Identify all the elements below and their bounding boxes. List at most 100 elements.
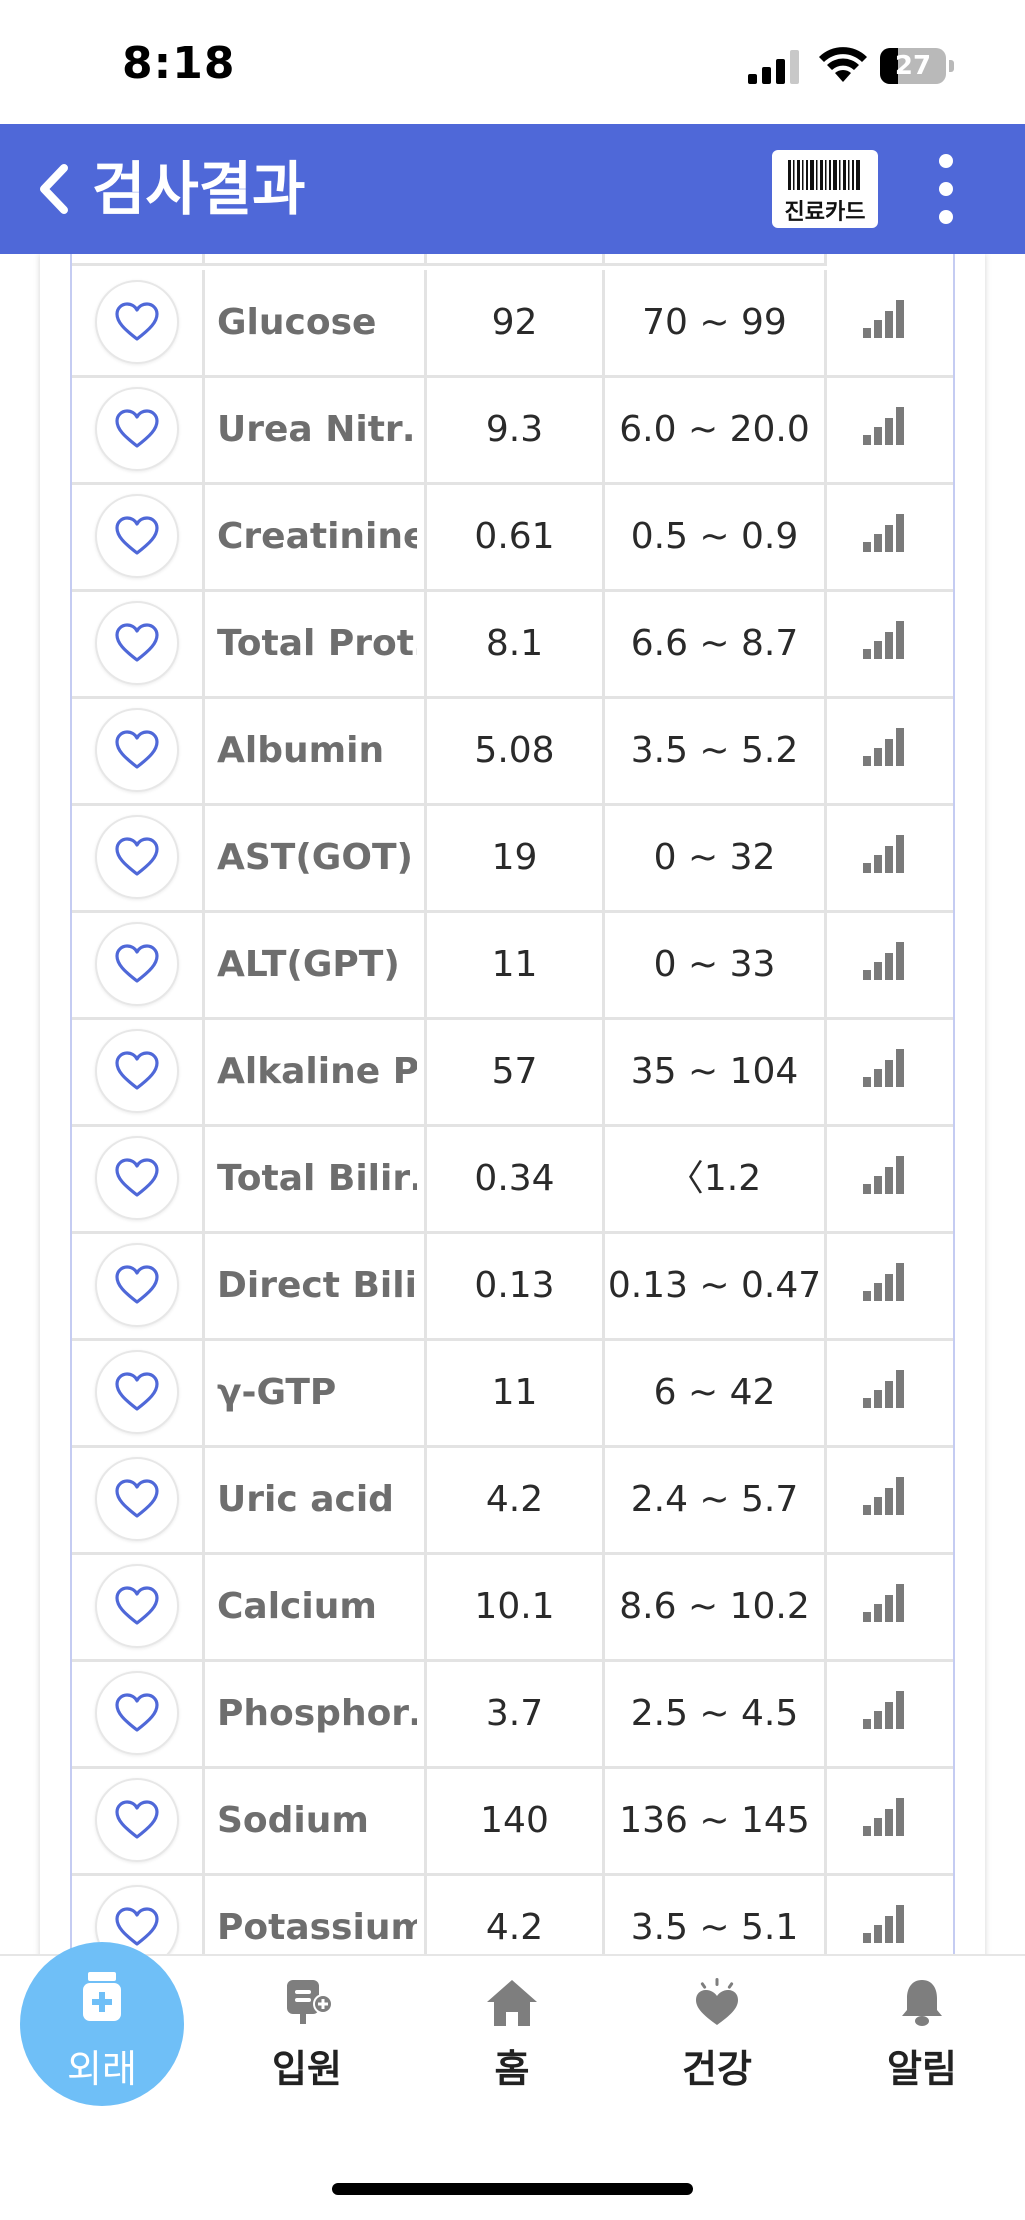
heart-icon (115, 837, 159, 876)
trend-graph-button[interactable] (863, 514, 905, 552)
heart-icon (115, 1907, 159, 1946)
nav-alerts-label: 알림 (887, 2047, 957, 2091)
favorite-button[interactable] (95, 494, 179, 578)
trend-graph-button[interactable] (863, 728, 905, 766)
trend-graph-button[interactable] (863, 1477, 905, 1515)
favorite-button[interactable] (95, 815, 179, 899)
result-row: Urea Nitr… 9.3 6.0 ~ 20.0 (70, 377, 956, 485)
battery-percent: 27 (894, 51, 932, 81)
test-name: AST(GOT) (217, 837, 413, 878)
heart-icon (115, 944, 159, 983)
trend-graph-button[interactable] (863, 1584, 905, 1622)
test-name: γ-GTP (217, 1372, 337, 1413)
back-button[interactable] (30, 154, 80, 224)
battery-icon: 27 (880, 48, 956, 84)
bell-icon (902, 1980, 942, 2026)
test-name: Uric acid (217, 1479, 394, 1520)
trend-graph-button[interactable] (863, 835, 905, 873)
nav-alerts[interactable]: 알림 (847, 1956, 997, 2116)
trend-graph-button[interactable] (863, 300, 905, 338)
result-row: Uric acid 4.2 2.4 ~ 5.7 (70, 1447, 956, 1555)
test-name: Sodium (217, 1800, 369, 1841)
test-value: 8.1 (485, 623, 544, 664)
more-dot-icon (939, 182, 953, 196)
test-name: Total Bilir… (217, 1158, 417, 1199)
test-name: ALT(GPT) (217, 944, 400, 985)
test-name: Albumin (217, 730, 385, 771)
result-row: Creatinine 0.61 0.5 ~ 0.9 (70, 484, 956, 592)
trend-graph-button[interactable] (863, 621, 905, 659)
heart-icon (115, 1372, 159, 1411)
reference-range: 0 ~ 33 (653, 944, 776, 985)
test-value: 5.08 (474, 730, 555, 771)
status-bar: 8:18 27 (0, 0, 1025, 124)
favorite-button[interactable] (95, 1564, 179, 1648)
reference-range: 0.5 ~ 0.9 (630, 516, 799, 557)
test-name: Direct Bili… (217, 1265, 417, 1306)
heart-icon (115, 1586, 159, 1625)
page-title: 검사결과 (92, 155, 306, 223)
reference-range: 6.0 ~ 20.0 (619, 409, 810, 450)
health-heart-icon (696, 1978, 738, 2025)
heart-icon (115, 516, 159, 555)
trend-graph-button[interactable] (863, 1049, 905, 1087)
favorite-button[interactable] (95, 1029, 179, 1113)
favorite-button[interactable] (95, 1350, 179, 1434)
trend-graph-button[interactable] (863, 407, 905, 445)
nav-home[interactable]: 홈 (437, 1956, 587, 2116)
test-value: 4.2 (485, 1479, 544, 1520)
more-options-button[interactable] (926, 154, 966, 226)
heart-icon (115, 730, 159, 769)
medicine-bottle-icon (83, 1972, 121, 2021)
test-value: 10.1 (474, 1586, 555, 1627)
more-dot-icon (939, 210, 953, 224)
favorite-button[interactable] (95, 387, 179, 471)
result-row: Total Prot… 8.1 6.6 ~ 8.7 (70, 591, 956, 699)
home-icon (487, 1980, 537, 2026)
heart-icon (115, 409, 159, 448)
trend-graph-button[interactable] (863, 1905, 905, 1943)
favorite-button[interactable] (95, 1671, 179, 1755)
nav-inpatient-label: 입원 (272, 2047, 342, 2091)
trend-graph-button[interactable] (863, 1370, 905, 1408)
test-value: 9.3 (485, 409, 544, 450)
medical-card-button[interactable]: 진료카드 (772, 150, 878, 228)
trend-graph-button[interactable] (863, 942, 905, 980)
heart-icon (115, 1479, 159, 1518)
favorite-button[interactable] (95, 1778, 179, 1862)
reference-range: 6 ~ 42 (653, 1372, 776, 1413)
reference-range: 0 ~ 32 (653, 837, 776, 878)
trend-graph-button[interactable] (863, 1156, 905, 1194)
result-row: Albumin 5.08 3.5 ~ 5.2 (70, 698, 956, 806)
trend-graph-button[interactable] (863, 1798, 905, 1836)
test-name: Total Prot… (217, 623, 417, 664)
test-name: Urea Nitr… (217, 409, 417, 450)
heart-icon (115, 1800, 159, 1839)
test-name: Creatinine (217, 516, 417, 557)
favorite-button[interactable] (95, 922, 179, 1006)
nav-health[interactable]: 건강 (642, 1956, 792, 2116)
medical-card-label: 진료카드 (784, 200, 866, 225)
test-name: Glucose (217, 302, 377, 343)
test-value: 11 (491, 1372, 538, 1413)
reference-range: 3.5 ~ 5.1 (630, 1907, 799, 1948)
nav-inpatient[interactable]: 입원 (232, 1956, 382, 2116)
bottom-navigation: 외래 입원 홈 건강 알림 (0, 1942, 1025, 2220)
favorite-button[interactable] (95, 708, 179, 792)
test-value: 0.34 (474, 1158, 555, 1199)
results-content[interactable]: Glucose 92 70 ~ 99 Urea Nitr… (0, 254, 1025, 1954)
test-name: Phosphor… (217, 1693, 417, 1734)
trend-graph-button[interactable] (863, 1691, 905, 1729)
trend-graph-button[interactable] (863, 1263, 905, 1301)
test-name: Calcium (217, 1586, 377, 1627)
favorite-button[interactable] (95, 280, 179, 364)
result-row: Glucose 92 70 ~ 99 (70, 270, 956, 378)
nav-home-label: 홈 (494, 2047, 530, 2091)
heart-icon (115, 623, 159, 662)
favorite-button[interactable] (95, 1136, 179, 1220)
favorite-button[interactable] (95, 601, 179, 685)
test-value: 0.13 (474, 1265, 555, 1306)
favorite-button[interactable] (95, 1457, 179, 1541)
nav-outpatient[interactable]: 외래 (20, 1942, 184, 2106)
favorite-button[interactable] (95, 1243, 179, 1327)
